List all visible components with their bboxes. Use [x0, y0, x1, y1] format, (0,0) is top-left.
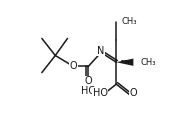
Text: O: O: [84, 76, 92, 86]
Text: CH₃: CH₃: [121, 17, 137, 26]
Text: O: O: [70, 61, 77, 71]
Polygon shape: [116, 59, 133, 66]
Text: N: N: [97, 46, 104, 56]
Text: O: O: [130, 88, 137, 98]
Text: CH₃: CH₃: [140, 58, 156, 67]
Text: HO: HO: [81, 86, 96, 97]
Text: HO: HO: [93, 88, 108, 98]
